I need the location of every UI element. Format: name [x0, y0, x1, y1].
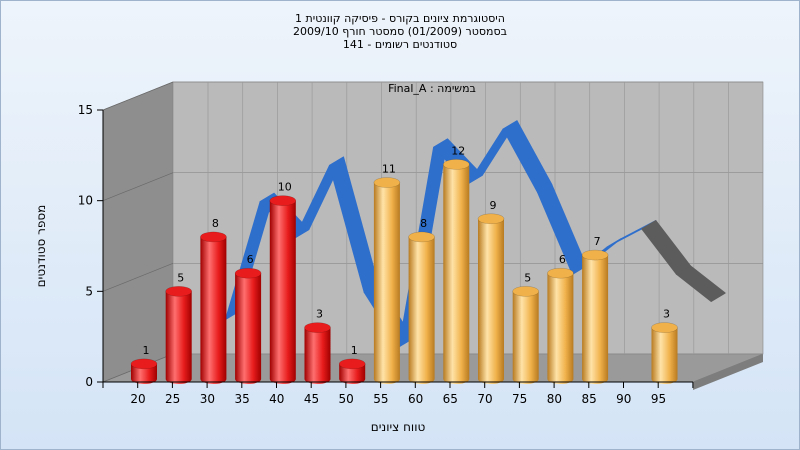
x-tick-label: 95: [651, 392, 666, 406]
grid-line-left: [102, 81, 174, 111]
data-label: 6: [247, 253, 254, 266]
bar-body: [304, 327, 331, 384]
bar-top: [408, 231, 435, 243]
bar: [269, 195, 297, 384]
bar: [234, 267, 262, 384]
bar-body: [165, 291, 192, 384]
data-label: 7: [594, 235, 601, 248]
bar-top: [547, 267, 574, 279]
bar-top: [581, 249, 609, 261]
assignment-annotation: במשימה : Final_A: [388, 82, 476, 95]
x-tick-label: 45: [304, 392, 319, 406]
title-line: סטודנטים רשומים - 141: [343, 38, 457, 51]
x-tick-label: 40: [269, 392, 284, 406]
bar-body: [200, 236, 227, 384]
x-tick-label: 55: [373, 392, 388, 406]
bar-body: [582, 255, 609, 384]
grid-line-left: [102, 263, 174, 292]
bar-top: [512, 286, 539, 297]
data-label: 3: [316, 308, 323, 321]
bar: [581, 249, 609, 384]
title-line: היסטוגרמת ציונים בקורס - פיסיקה קוונטית …: [295, 12, 505, 25]
bar-body: [339, 363, 366, 384]
bar: [477, 213, 505, 384]
bar-top: [130, 358, 158, 370]
left-wall: [102, 81, 174, 383]
bar: [130, 358, 158, 384]
bar-top: [200, 231, 227, 243]
x-tick-label: 80: [547, 392, 562, 406]
data-label: 5: [524, 271, 531, 284]
x-tick-label: 85: [581, 392, 596, 406]
bar: [304, 322, 331, 384]
data-label: 1: [143, 344, 150, 357]
title-line: בסמסטר (01/2009) סמסטר חורף 2009/10: [293, 25, 507, 38]
data-label: 8: [420, 217, 427, 230]
y-tick-label: 5: [85, 284, 93, 298]
y-tick-label: 15: [78, 103, 93, 117]
data-label: 11: [382, 163, 396, 176]
data-label: 6: [559, 253, 566, 266]
x-tick-label: 70: [477, 392, 492, 406]
x-tick-label: 65: [443, 392, 458, 406]
bar: [512, 286, 539, 384]
bar-body: [408, 236, 435, 384]
x-tick-label: 30: [200, 392, 215, 406]
x-tick-label: 90: [616, 392, 631, 406]
data-label: 5: [177, 271, 184, 284]
y-axis-title: מספר סטודנטים: [34, 205, 48, 288]
bar-body: [443, 164, 470, 384]
bar-body: [373, 182, 400, 384]
bar-top: [477, 213, 505, 225]
data-label: 12: [451, 144, 465, 157]
bar-top: [165, 286, 192, 297]
bar-top: [651, 322, 678, 333]
bar-body: [269, 200, 296, 384]
bar-body: [651, 327, 678, 384]
x-tick-label: 50: [339, 392, 354, 406]
bar-body: [547, 273, 574, 384]
bar: [408, 231, 435, 384]
bar: [373, 177, 401, 384]
bar: [547, 267, 574, 384]
y-tick-label: 0: [85, 375, 93, 389]
x-tick-label: 35: [234, 392, 249, 406]
data-label: 9: [490, 199, 497, 212]
bar-body: [512, 291, 539, 384]
bar: [443, 159, 470, 384]
data-label: 10: [278, 181, 292, 194]
bar-body: [131, 363, 157, 384]
bar-body: [235, 273, 262, 384]
data-label: 8: [212, 217, 219, 230]
bar-top: [304, 322, 331, 333]
x-tick-label: 20: [130, 392, 145, 406]
grid-line-left: [102, 172, 174, 201]
x-axis-title: טווח ציונים: [371, 420, 426, 434]
data-label: 1: [351, 344, 358, 357]
bar-top: [269, 195, 297, 206]
x-tick-label: 60: [408, 392, 423, 406]
bar-top: [373, 177, 401, 188]
trend-segment: [676, 265, 726, 302]
bar: [338, 358, 366, 384]
bar: [165, 286, 192, 384]
bar: [651, 322, 678, 384]
floor-edge: [693, 354, 763, 390]
x-tick-label: 75: [512, 392, 527, 406]
y-tick-label: 10: [78, 194, 93, 208]
x-tick-label: 25: [165, 392, 180, 406]
bar-body: [478, 218, 504, 384]
bar-top: [338, 358, 366, 370]
bar-top: [234, 267, 262, 279]
bars: [130, 159, 678, 384]
data-label: 3: [663, 308, 670, 321]
bar: [200, 231, 227, 384]
chart-title: היסטוגרמת ציונים בקורס - פיסיקה קוונטית …: [293, 12, 507, 51]
bar-top: [443, 159, 470, 170]
